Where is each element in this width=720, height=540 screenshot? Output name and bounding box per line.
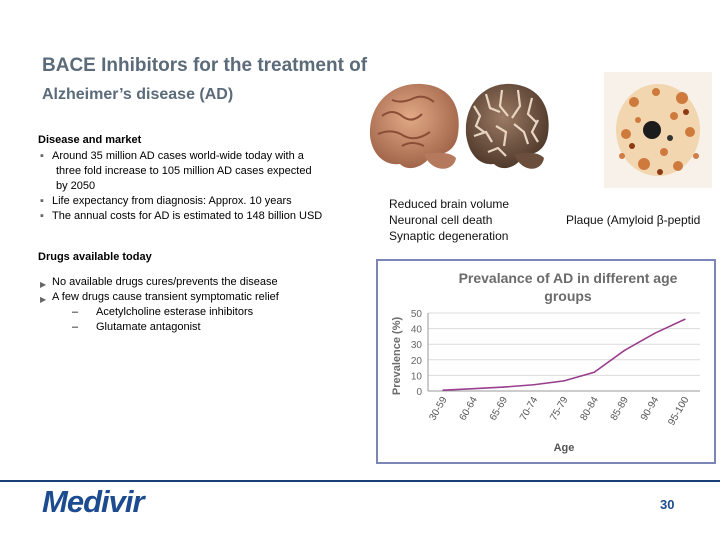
disease-heading: Disease and market [38, 134, 142, 146]
amyloid-plaque-image [604, 72, 712, 188]
prevalence-chart-svg: Prevalance of AD in different age groups… [391, 270, 700, 454]
chart-y-tick-label: 0 [416, 387, 422, 398]
drugs-bullet-2: ▶ A few drugs cause transient symptomatic… [40, 291, 279, 304]
chart-y-tick-label: 40 [411, 325, 423, 336]
chart-x-tick-label: 65-69 [488, 395, 511, 423]
chart-data-point [563, 380, 565, 382]
chart-x-tick-label: 30-59 [427, 395, 450, 423]
brain-caption-line-1: Reduced brain volume [389, 197, 510, 211]
chart-x-tick-label: 90-94 [639, 395, 662, 423]
plaque-caption: Plaque (Amyloid β-peptid [566, 213, 701, 227]
chart-y-tick-label: 50 [411, 309, 423, 320]
logo-background [36, 482, 178, 522]
alzheimer-brain-icon [465, 83, 549, 169]
drugs-sub-2: – Glutamate antagonist [72, 321, 201, 333]
chart-data-point [442, 389, 444, 392]
chart-x-tick-label: 85-89 [609, 395, 632, 423]
disease-bullet-1-cont: three fold increase to 105 million AD ca… [56, 165, 312, 177]
chart-x-tick-label: 95-100 [666, 395, 691, 428]
brain-caption-line-3: Synaptic degeneration [389, 229, 509, 243]
chart-data-point [532, 383, 535, 386]
title-line-1: BACE Inhibitors for the treatment of [42, 55, 368, 76]
chart-data-point [502, 386, 505, 388]
drugs-section: Drugs available today ▶ No available drug… [38, 251, 279, 335]
chart-x-tick-label: 80-84 [579, 395, 602, 423]
chart-title-line-1: Prevalance of AD in different age [459, 270, 678, 286]
drugs-bullet-1: ▶ No available drugs cures/prevents the d… [40, 276, 278, 289]
healthy-brain-icon [369, 83, 459, 169]
prevalence-chart: Prevalance of AD in different age groups… [376, 259, 716, 464]
disease-bullet-1-cont2: by 2050 [56, 180, 96, 192]
disease-bullet-1: ▪ Around 35 million AD cases world-wide t… [40, 150, 304, 162]
chart-x-axis-label: Age [554, 442, 575, 454]
footer-divider [0, 480, 720, 482]
chart-data-point [593, 371, 596, 374]
drugs-heading: Drugs available today [38, 251, 152, 263]
brain-comparison-image [369, 83, 549, 169]
brain-caption-line-2: Neuronal cell death [389, 213, 493, 227]
chart-y-tick-label: 20 [411, 356, 423, 367]
chart-series-line [443, 318, 686, 392]
medivir-logo: Medivir [42, 484, 145, 519]
brain-caption: Reduced brain volume Neuronal cell death… [389, 196, 509, 244]
chart-title-line-2: groups [544, 288, 592, 304]
chart-data-point [472, 387, 475, 390]
drugs-sub-1: – Acetylcholine esterase inhibitors [72, 306, 254, 318]
page-number: 30 [660, 497, 675, 512]
title-line-2: Alzheimer’s disease (AD) [42, 86, 234, 103]
chart-x-tick-label: 70-74 [518, 395, 541, 423]
chart-data-point [653, 332, 656, 335]
chart-y-tick-label: 10 [411, 371, 423, 382]
disease-bullet-3: ▪ The annual costs for AD is estimated to… [40, 210, 323, 222]
chart-data-point [623, 349, 626, 352]
chart-y-axis-label: Prevalence (%) [391, 317, 403, 396]
slide-title: BACE Inhibitors for the treatment of Alz… [42, 52, 367, 109]
disease-bullet-2: ▪ Life expectancy from diagnosis: Approx.… [40, 195, 292, 207]
chart-data-point [684, 318, 686, 321]
chart-x-tick-label: 60-64 [458, 395, 481, 423]
chart-y-tick-label: 30 [411, 340, 423, 351]
chart-x-tick-label: 75-79 [548, 395, 571, 423]
disease-section: Disease and market ▪ Around 35 million AD… [38, 134, 322, 224]
